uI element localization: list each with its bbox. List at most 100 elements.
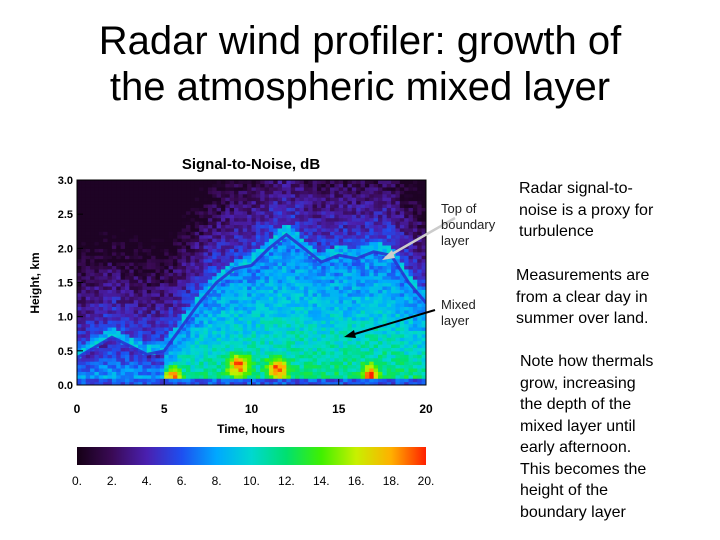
heatmap-cell (325, 282, 331, 287)
heatmap-cell (181, 197, 187, 202)
heatmap-cell (338, 251, 344, 256)
heatmap-cell (199, 309, 205, 314)
heatmap-cell (207, 197, 213, 202)
heatmap-cell (282, 285, 287, 290)
heatmap-cell (138, 289, 144, 294)
heatmap-cell (194, 371, 200, 376)
heatmap-cell (151, 200, 157, 205)
heatmap-cell (242, 224, 248, 229)
heatmap-cell (164, 265, 170, 270)
heatmap-cell (225, 180, 231, 185)
heatmap-cell (229, 183, 235, 188)
heatmap-cell (321, 347, 327, 352)
heatmap-cell (225, 309, 231, 314)
heatmap-cell (142, 357, 148, 362)
heatmap-cell (111, 357, 117, 362)
heatmap-cell (98, 272, 104, 277)
heatmap-cell (116, 227, 122, 232)
heatmap-cell (111, 299, 117, 304)
heatmap-cell (312, 265, 318, 270)
heatmap-cell (138, 361, 144, 366)
heatmap-cell (251, 190, 257, 195)
heatmap-cell (404, 268, 410, 273)
heatmap-cell (312, 200, 318, 205)
heatmap-cell (225, 333, 231, 338)
heatmap-cell (155, 244, 161, 249)
heatmap-cell (212, 326, 218, 331)
heatmap-cell (356, 313, 362, 318)
heatmap-cell (199, 347, 205, 352)
heatmap-cell (155, 367, 161, 372)
heatmap-cell (212, 340, 218, 345)
heatmap-cell (220, 258, 226, 263)
heatmap-cell (116, 330, 122, 335)
heatmap-cell (321, 306, 327, 311)
heatmap-cell (303, 241, 309, 246)
heatmap-cell (116, 217, 122, 222)
heatmap-cell (316, 217, 322, 222)
heatmap-cell (382, 340, 388, 345)
heatmap-cell (229, 272, 235, 277)
heatmap-cell (138, 364, 144, 369)
heatmap-cell (273, 299, 279, 304)
heatmap-cell (303, 227, 309, 232)
heatmap-cell (207, 344, 213, 349)
heatmap-cell (295, 350, 301, 355)
heatmap-cell (111, 224, 117, 229)
heatmap-cell (212, 238, 218, 243)
heatmap-cell (325, 367, 331, 372)
heatmap-cell (299, 255, 305, 260)
heatmap-cell (286, 197, 292, 202)
heatmap-cell (395, 244, 401, 249)
heatmap-cell (225, 347, 231, 352)
heatmap-cell (124, 330, 130, 335)
heatmap-cell (395, 361, 401, 366)
heatmap-cell (316, 292, 322, 297)
heatmap-cell (181, 244, 187, 249)
heatmap-cell (325, 244, 331, 249)
heatmap-cell (124, 224, 130, 229)
heatmap-cell (77, 193, 82, 198)
heatmap-cell (146, 197, 152, 202)
heatmap-cell (386, 320, 392, 325)
heatmap-cell (295, 234, 301, 239)
heatmap-cell (395, 207, 401, 212)
heatmap-cell (264, 354, 270, 359)
heatmap-cell (159, 364, 165, 369)
heatmap-cell (255, 337, 261, 342)
heatmap-cell (330, 309, 335, 314)
heatmap-cell (164, 320, 170, 325)
heatmap-cell (364, 289, 370, 294)
heatmap-cell (277, 262, 283, 267)
heatmap-cell (107, 255, 113, 260)
heatmap-cell (90, 296, 96, 301)
heatmap-cell (155, 313, 161, 318)
heatmap-cell (142, 197, 148, 202)
heatmap-cell (264, 238, 270, 243)
heatmap-cell (347, 183, 353, 188)
heatmap-cell (395, 326, 401, 331)
heatmap-cell (220, 180, 226, 185)
heatmap-cell (382, 197, 388, 202)
heatmap-cell (264, 272, 270, 277)
heatmap-cell (268, 262, 274, 267)
heatmap-cell (386, 258, 392, 263)
heatmap-cell (203, 214, 209, 219)
heatmap-cell (391, 241, 397, 246)
heatmap-cell (299, 234, 305, 239)
heatmap-cell (334, 350, 340, 355)
heatmap-cell (303, 381, 309, 385)
heatmap-cell (142, 227, 148, 232)
heatmap-cell (103, 374, 109, 379)
heatmap-cell (382, 381, 388, 385)
heatmap-cell (343, 251, 349, 256)
heatmap-cell (347, 292, 353, 297)
heatmap-cell (155, 326, 161, 331)
heatmap-cell (286, 367, 292, 372)
heatmap-cell (238, 299, 244, 304)
heatmap-cell (316, 275, 322, 280)
heatmap-cell (94, 333, 100, 338)
heatmap-cell (129, 367, 135, 372)
heatmap-cell (268, 221, 274, 226)
heatmap-cell (151, 183, 157, 188)
